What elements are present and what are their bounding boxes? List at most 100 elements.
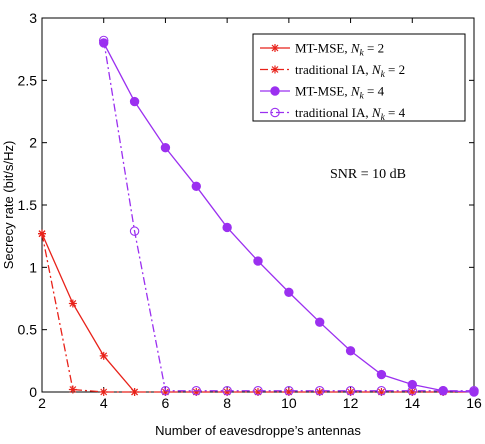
data-point [191,386,202,396]
data-point [253,256,263,266]
legend-swatch-marker [270,86,280,96]
data-point [98,35,109,46]
legend-entry: traditional IA, Nk = 2 [260,62,405,80]
y-tick-label: 2.5 [18,72,38,88]
data-point [160,142,171,153]
star-arm [100,388,108,396]
data-point [130,388,139,396]
data-point [38,229,46,238]
star-arm [162,388,169,396]
x-tick-label: 10 [281,395,297,411]
data-point [223,388,232,396]
data-point [315,317,325,327]
x-tick-label: 4 [100,395,108,411]
data-point [469,386,479,396]
data-point [376,386,387,396]
legend-var: N [371,62,382,77]
y-tick-label: 2 [29,135,37,151]
legend-label: MT-MSE, Nk = 2 [295,41,384,59]
y-tick-label: 1.5 [18,197,38,213]
ticks-layer: 2 4 6 8 10 12 14 16 0 0.5 1 1.5 2 2.5 3 [18,10,482,411]
legend-swatch-marker [271,65,279,74]
data-point [253,386,263,396]
data-point [68,385,77,394]
data-point [222,222,232,233]
legend-main: MT-MSE, [295,84,351,99]
legend-label: traditional IA, Nk = 2 [295,62,405,80]
legend-sub: k [360,92,365,102]
data-point [99,388,108,396]
series-line [103,40,474,392]
data-point [191,181,201,192]
y-axis-label: Secrecy rate (bit/s/Hz) [1,141,16,270]
x-tick-label: 14 [404,395,420,411]
legend-entry: traditional IA, Nk = 4 [260,105,406,123]
star-arm [285,388,293,396]
star-arm [271,44,279,52]
legend-main: MT-MSE, [295,41,351,56]
series-layer [38,35,479,397]
legend-entry: MT-MSE, Nk = 4 [260,84,385,102]
data-point [345,386,356,396]
star-arm [254,388,262,396]
series-3 [99,38,479,397]
star-arm [131,388,138,396]
y-tick-label: 0.5 [18,322,38,338]
x-tick-label: 8 [223,395,231,411]
star-arm [271,66,279,73]
data-point [129,226,140,236]
x-tick-label: 12 [343,395,359,411]
data-point [99,351,108,360]
legend-sub: k [360,49,365,59]
legend-var: N [350,41,361,56]
legend-rest: = 4 [364,84,385,99]
legend-label: MT-MSE, Nk = 4 [295,84,385,102]
y-tick-label: 1 [29,259,37,275]
star-arm [378,388,385,396]
star-arm [69,300,77,307]
star-arm [38,230,46,238]
y-tick-label: 0 [29,384,37,400]
x-tick-label: 6 [162,395,170,411]
data-point [376,369,387,380]
legend-label: traditional IA, Nk = 4 [295,105,406,123]
data-point [438,386,448,396]
legend-var: N [350,84,361,99]
data-point [377,388,386,396]
data-point [408,388,417,396]
legend-main: traditional IA, [295,105,372,120]
data-point [129,96,140,107]
legend-swatch-marker [270,107,280,118]
star-arm [223,388,231,396]
x-tick-label: 2 [38,395,46,411]
legend-swatch-marker [271,44,279,52]
legend-sub: k [381,113,386,123]
data-point [284,388,293,396]
data-point [160,386,171,396]
legend-entry: MT-MSE, Nk = 2 [260,41,384,59]
legend-var: N [371,105,382,120]
star-arm [347,388,354,396]
data-point [68,299,77,308]
star-arm [192,388,200,396]
legend-rest: = 2 [385,62,405,77]
star-arm [100,352,108,360]
data-point [284,287,294,297]
star-arm [316,388,324,396]
data-point [345,346,356,356]
data-point [222,386,232,396]
legend-sub: k [381,70,386,80]
snr-annotation: SNR = 10 dB [330,167,406,182]
star-arm [408,388,416,396]
series-line [41,233,136,393]
x-tick-label: 16 [466,395,482,411]
y-tick-label: 3 [29,10,37,26]
legend-rest: = 2 [364,41,384,56]
data-point [284,386,294,396]
star-arm [69,386,77,393]
legend-rest: = 4 [385,105,406,120]
data-point [407,386,418,396]
x-axis-label: Number of eavesdroppe’s antennas [155,423,361,438]
